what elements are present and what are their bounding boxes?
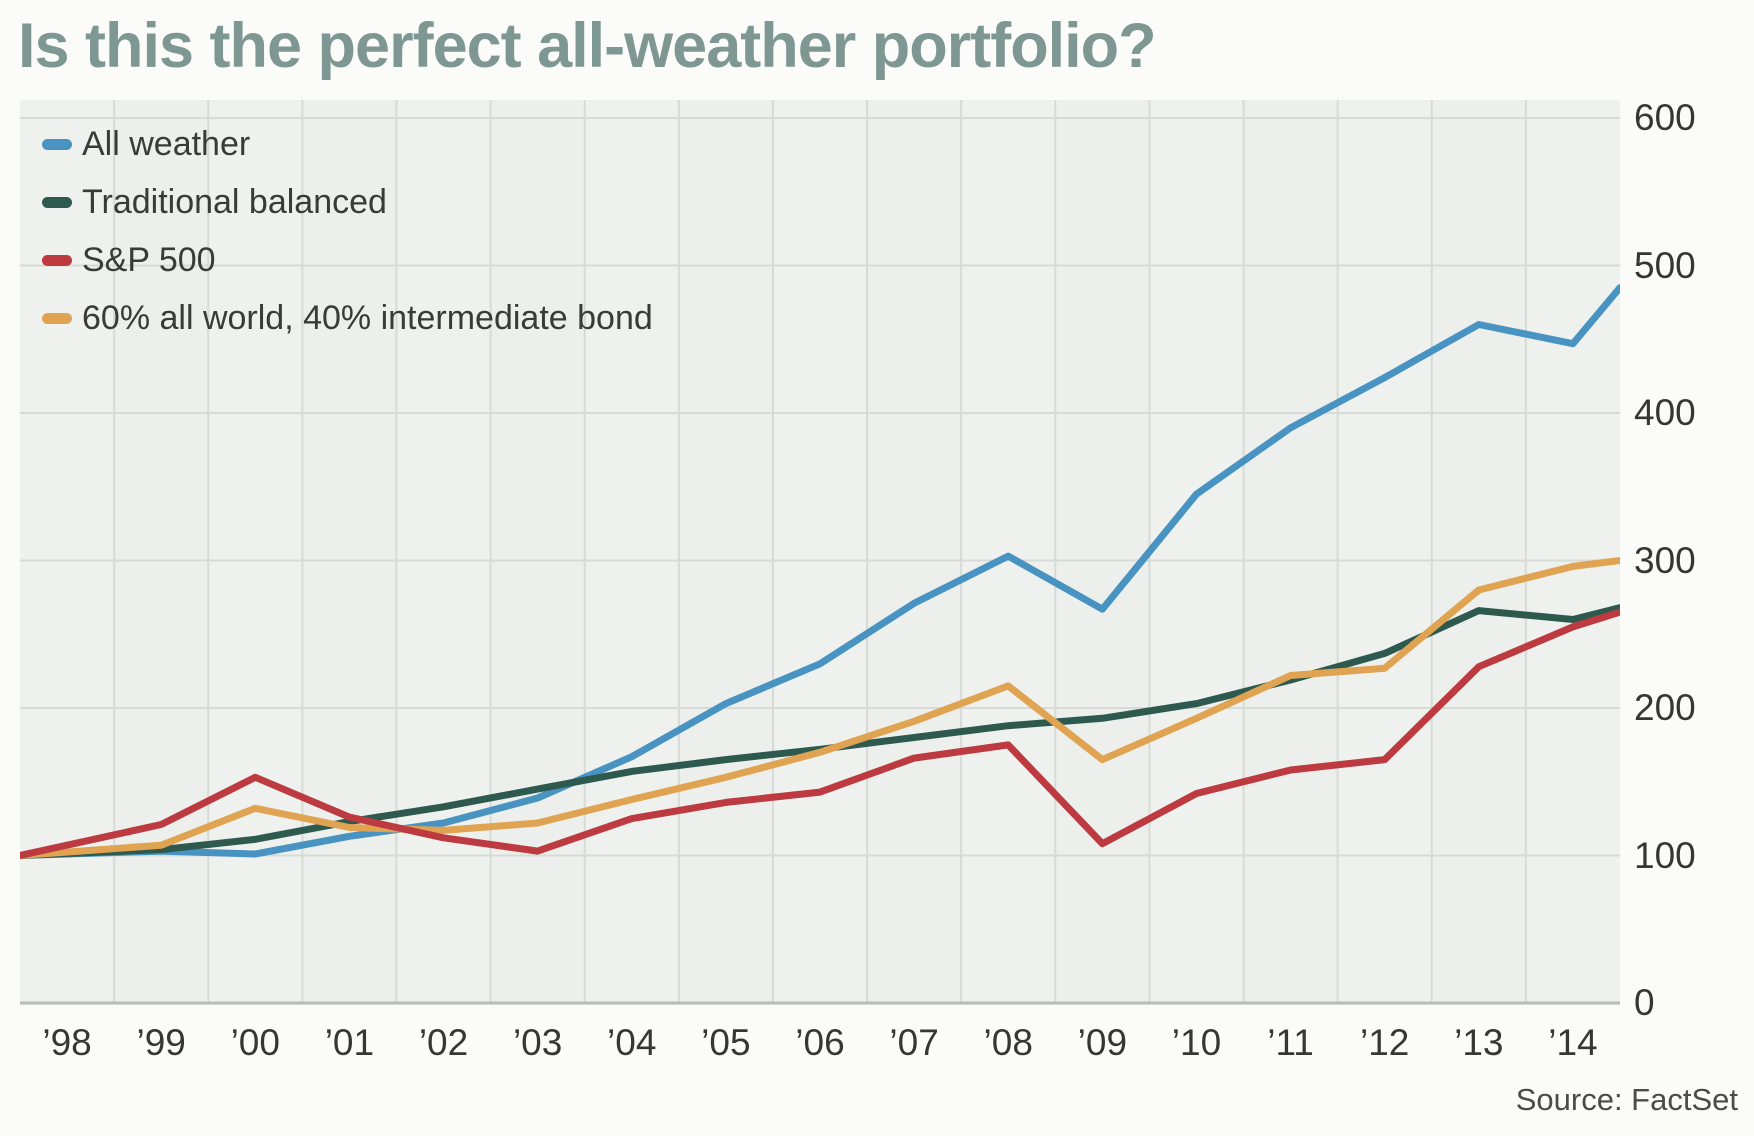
series-line-all-weather [20,284,1620,859]
x-tick-label: ’12 [1360,1022,1410,1063]
legend-item: 60% all world, 40% intermediate bond [42,296,653,340]
legend-swatch-icon [42,196,72,208]
year-band [867,100,962,1003]
x-tick-label: ’00 [230,1022,280,1063]
year-band [678,100,773,1003]
year-band [302,100,397,1003]
y-tick-label: 100 [1634,834,1696,876]
x-tick-label: ’08 [983,1022,1033,1063]
legend-swatch-icon [42,312,72,324]
x-tick-label: ’13 [1454,1022,1504,1063]
legend-label: Traditional balanced [82,183,387,221]
legend: All weather Traditional balanced S&P 500 60… [42,122,653,340]
year-band [396,100,491,1003]
year-band [1337,100,1432,1003]
legend-swatch-icon [42,138,72,150]
x-tick-label: ’05 [701,1022,751,1063]
x-tick-label: ’11 [1267,1022,1314,1063]
x-tick-label: ’09 [1077,1022,1128,1063]
series-line-60-all-world-40-intermediate-bond [20,557,1620,859]
year-band [961,100,1056,1003]
series-line-s-p-500 [20,608,1620,859]
x-tick-label: ’07 [889,1022,939,1063]
year-band [1055,100,1150,1003]
legend-swatch-icon [42,254,72,266]
x-tick-label: ’03 [512,1022,563,1063]
y-tick-label: 200 [1634,687,1696,728]
y-tick-label: 500 [1634,244,1696,286]
year-band [772,100,868,1003]
x-tick-label: ’02 [418,1022,469,1063]
x-tick-label: ’10 [1171,1022,1222,1063]
x-tick-label: ’99 [136,1022,186,1063]
source-credit: Source: FactSet [1515,1082,1738,1117]
year-band [1431,100,1526,1003]
legend-item: All weather [42,122,653,166]
chart-canvas [20,100,1620,1005]
year-band [1149,100,1244,1003]
y-tick-label: 600 [1634,97,1696,138]
y-tick-label: 300 [1634,539,1696,581]
legend-item: Traditional balanced [42,180,653,224]
legend-item: S&P 500 [42,238,653,282]
x-tick-label: ’01 [324,1022,375,1063]
year-band [584,100,679,1003]
legend-label: 60% all world, 40% intermediate bond [82,299,653,337]
x-tick-label: ’14 [1548,1022,1598,1063]
x-tick-label: ’98 [42,1022,92,1063]
year-band [1243,100,1338,1003]
plot-area: All weather Traditional balanced S&P 500 60… [20,100,1620,1005]
x-tick-label: ’04 [607,1022,657,1063]
year-band [1525,100,1620,1003]
legend-label: All weather [82,125,251,163]
x-tick-label: ’06 [795,1022,845,1063]
legend-label: S&P 500 [82,241,216,279]
y-tick-label: 400 [1634,392,1696,433]
page-title: Is this the perfect all-weather portfoli… [18,11,1157,81]
y-tick-label: 0 [1634,982,1655,1023]
